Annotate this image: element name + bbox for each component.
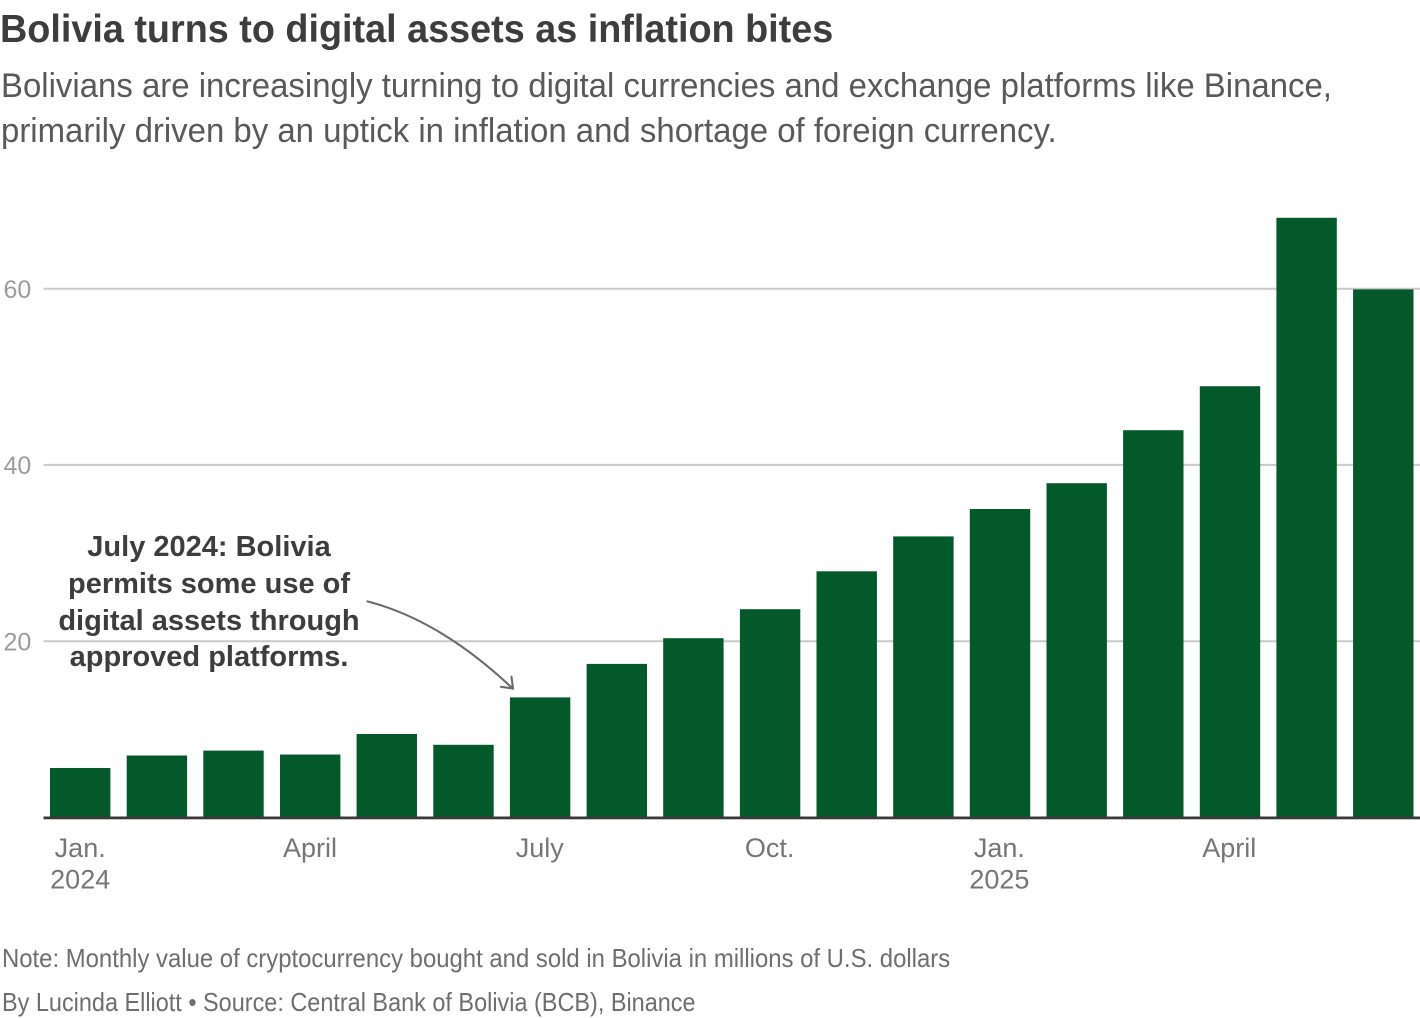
svg-text:Jan.: Jan.: [974, 833, 1025, 863]
svg-text:60: 60: [3, 276, 31, 304]
svg-text:April: April: [283, 833, 337, 863]
svg-text:Oct.: Oct.: [745, 833, 795, 863]
svg-text:2024: 2024: [50, 865, 110, 895]
svg-text:July: July: [516, 833, 565, 863]
svg-text:Jan.: Jan.: [55, 833, 106, 863]
svg-text:April: April: [1202, 833, 1256, 863]
svg-text:2025: 2025: [969, 865, 1029, 895]
svg-text:40: 40: [3, 452, 31, 480]
svg-text:20: 20: [3, 628, 31, 656]
